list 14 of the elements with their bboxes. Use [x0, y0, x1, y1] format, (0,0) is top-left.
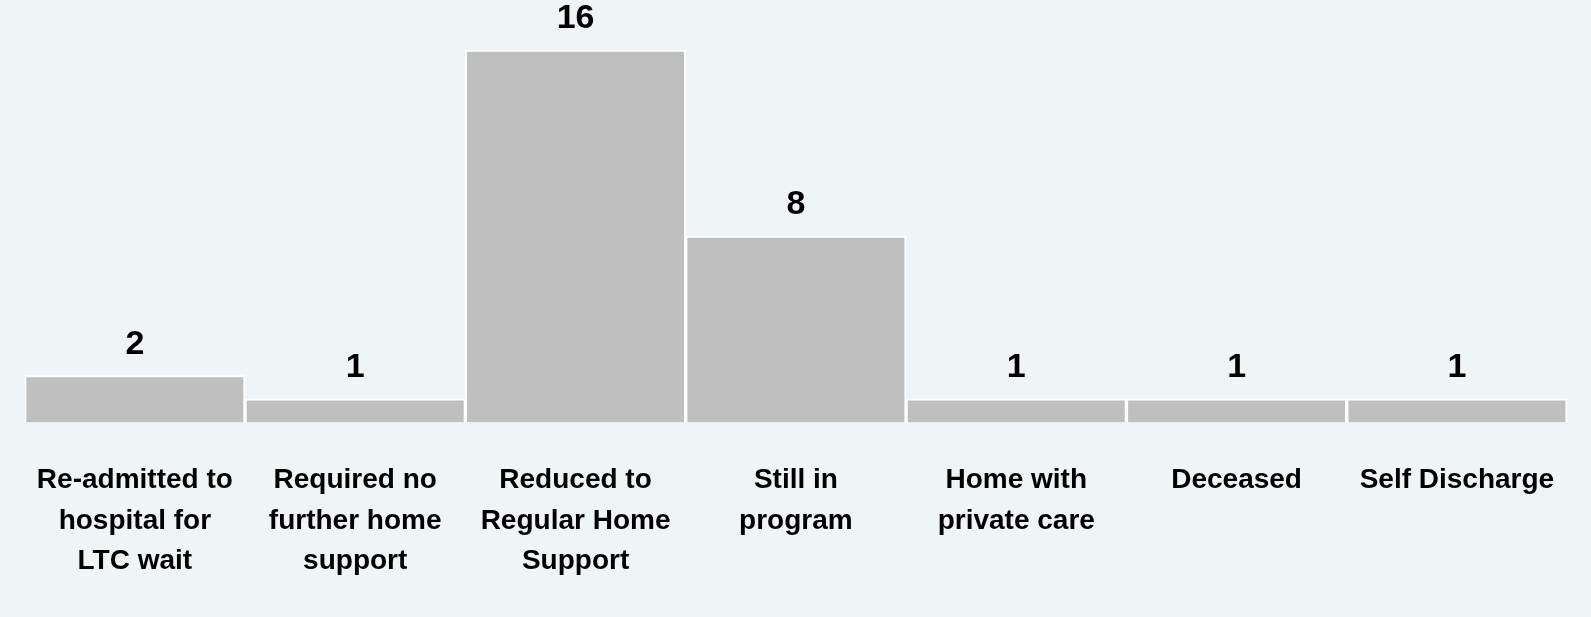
data-label: 8: [786, 183, 806, 222]
x-tick-label: Self Discharge: [1359, 463, 1555, 495]
x-tick-label: Re-admitted to hospital for LTC wait: [36, 463, 233, 576]
x-tick-label: Still in program: [739, 463, 853, 535]
x-tick-label: Required no further home support: [268, 463, 442, 576]
data-label: 1: [1227, 346, 1247, 385]
data-label: 2: [125, 323, 145, 362]
data-label: 1: [1006, 346, 1026, 385]
data-label: 1: [1447, 346, 1467, 385]
data-label: 1: [345, 346, 365, 385]
x-tick-label: Deceased: [1171, 463, 1302, 495]
x-tick-label: Reduced to Regular Home Support: [480, 463, 671, 576]
x-tick-label: Home with private care: [937, 463, 1095, 535]
data-label: 16: [556, 0, 595, 36]
